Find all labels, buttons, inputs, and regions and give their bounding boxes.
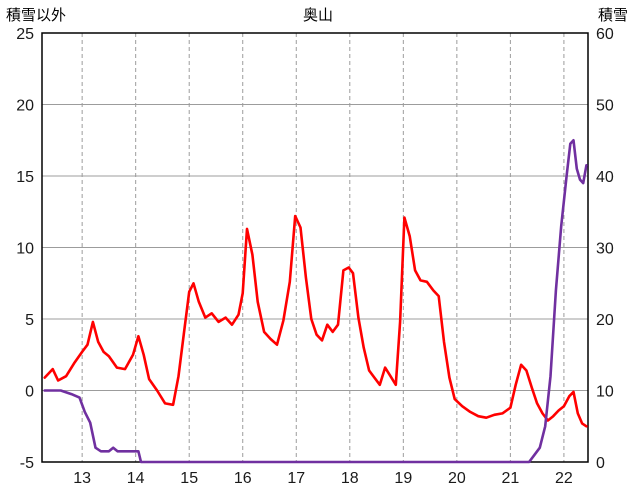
y-left-tick-label: -5 (20, 455, 34, 472)
non-snow-series-line (43, 214, 588, 428)
x-tick-label: 16 (234, 470, 252, 487)
x-tick-label: 22 (555, 470, 573, 487)
x-tick-label: 14 (127, 470, 145, 487)
right-axis-title: 積雪 (597, 7, 628, 24)
x-tick-label: 17 (287, 470, 305, 487)
y-right-tick-label: 10 (596, 384, 614, 401)
y-left-tick-label: 15 (16, 169, 34, 186)
y-right-tick-label: 0 (596, 455, 605, 472)
y-right-tick-label: 20 (596, 312, 614, 329)
chart-title: 奥山 (302, 7, 333, 24)
snow-depth-series-line (43, 139, 588, 464)
y-left-tick-label: 0 (25, 384, 34, 401)
x-tick-label: 15 (180, 470, 198, 487)
x-tick-label: 18 (341, 470, 359, 487)
left-axis-title: 積雪以外 (6, 7, 67, 24)
x-tick-label: 13 (73, 470, 91, 487)
x-tick-label: 19 (394, 470, 412, 487)
y-left-tick-label: 10 (16, 241, 34, 258)
y-right-tick-label: 30 (596, 241, 614, 258)
y-left-tick-label: 20 (16, 98, 34, 115)
y-left-tick-label: 5 (25, 312, 34, 329)
x-tick-label: 20 (448, 470, 466, 487)
y-right-tick-label: 60 (596, 26, 614, 43)
y-left-tick-label: 25 (16, 26, 34, 43)
y-right-tick-label: 40 (596, 169, 614, 186)
y-right-tick-label: 50 (596, 98, 614, 115)
x-tick-label: 21 (501, 470, 519, 487)
